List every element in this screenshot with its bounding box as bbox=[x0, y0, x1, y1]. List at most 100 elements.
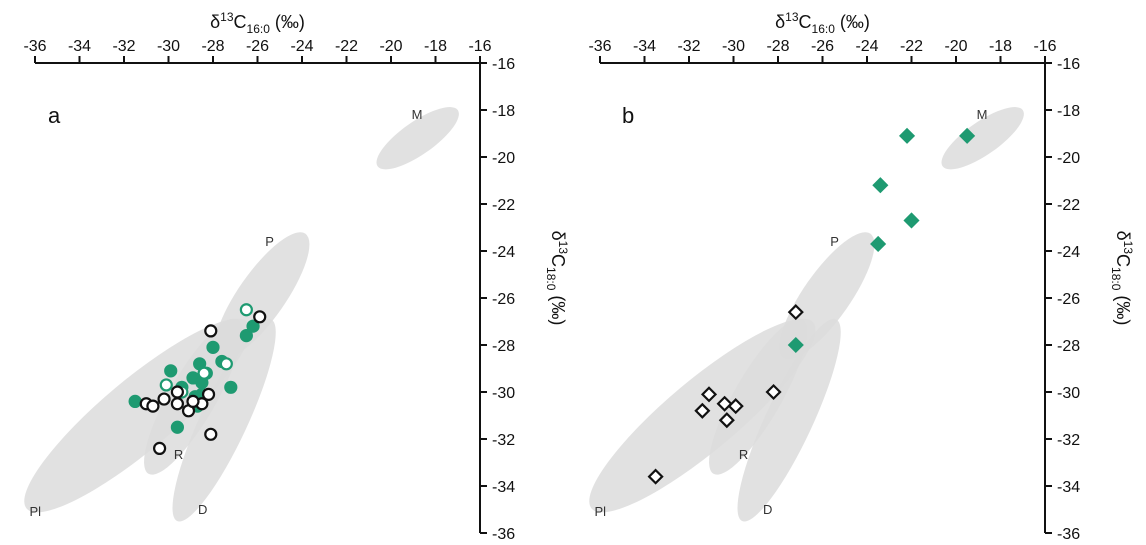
y-tick-label: -24 bbox=[1057, 244, 1080, 261]
point-s1-6 bbox=[718, 412, 735, 429]
point-s1-4 bbox=[727, 398, 744, 415]
point-s2-0 bbox=[253, 310, 267, 324]
point-s1-4 bbox=[197, 366, 211, 380]
point-s1-3 bbox=[716, 395, 733, 412]
y-tick-label: -16 bbox=[1057, 56, 1080, 73]
point-s2-6 bbox=[146, 399, 160, 413]
point-s1-3 bbox=[159, 378, 173, 392]
region-label-m: M bbox=[977, 107, 988, 122]
y-tick-label: -18 bbox=[492, 103, 515, 120]
point-s1-5 bbox=[694, 402, 711, 419]
point-s2-12 bbox=[186, 394, 200, 408]
region-label-pl: Pl bbox=[595, 504, 607, 519]
region-m bbox=[941, 107, 1024, 170]
x-tick-label: -34 bbox=[68, 38, 91, 55]
x-tick-label: -20 bbox=[944, 38, 967, 55]
point-s0-14 bbox=[170, 420, 184, 434]
point-s0-3 bbox=[903, 212, 920, 229]
y-tick-label: -28 bbox=[492, 338, 515, 355]
y-tick-label: -32 bbox=[492, 432, 515, 449]
point-s0-11 bbox=[224, 380, 238, 394]
region-pl bbox=[24, 318, 251, 513]
point-s1-0 bbox=[787, 304, 804, 321]
panel-letter: a bbox=[48, 103, 61, 128]
point-s0-0 bbox=[128, 394, 142, 408]
point-s0-5 bbox=[787, 336, 804, 354]
y-tick-label: -26 bbox=[1057, 291, 1080, 308]
point-s2-1 bbox=[204, 324, 218, 338]
point-s2-2 bbox=[204, 427, 218, 441]
y-axis-title: δ13C18:0 (‰) bbox=[544, 231, 570, 326]
y-tick-label: -22 bbox=[1057, 197, 1080, 214]
region-label-d: D bbox=[763, 502, 772, 517]
y-tick-label: -34 bbox=[1057, 479, 1080, 496]
region-label-p: P bbox=[830, 234, 839, 249]
point-s0-4 bbox=[870, 235, 887, 253]
y-tick-label: -30 bbox=[1057, 385, 1080, 402]
x-tick-label: -24 bbox=[290, 38, 313, 55]
x-tick-label: -22 bbox=[335, 38, 358, 55]
y-tick-label: -18 bbox=[1057, 103, 1080, 120]
x-tick-label: -34 bbox=[633, 38, 656, 55]
region-label-d: D bbox=[198, 502, 207, 517]
y-tick-label: -26 bbox=[492, 291, 515, 308]
y-tick-label: -36 bbox=[492, 526, 515, 543]
x-tick-label: -32 bbox=[677, 38, 700, 55]
region-label-r: R bbox=[174, 447, 183, 462]
y-axis-title: δ13C18:0 (‰) bbox=[1109, 231, 1135, 326]
x-tick-label: -18 bbox=[424, 38, 447, 55]
region-d bbox=[172, 318, 276, 522]
x-tick-label: -20 bbox=[379, 38, 402, 55]
region-label-pl: Pl bbox=[30, 504, 42, 519]
x-tick-label: -22 bbox=[900, 38, 923, 55]
point-s1-2 bbox=[700, 386, 718, 403]
region-label-m: M bbox=[412, 107, 423, 122]
point-s0-12 bbox=[239, 329, 253, 343]
x-tick-label: -26 bbox=[246, 38, 269, 55]
x-axis-title: δ13C16:0 (‰) bbox=[210, 10, 305, 36]
point-s0-1 bbox=[959, 127, 976, 144]
x-tick-label: -28 bbox=[201, 38, 224, 55]
y-tick-label: -20 bbox=[492, 150, 515, 167]
y-tick-label: -30 bbox=[492, 385, 515, 402]
y-tick-label: -34 bbox=[492, 479, 515, 496]
x-axis-title: δ13C16:0 (‰) bbox=[775, 10, 870, 36]
x-tick-label: -30 bbox=[157, 38, 180, 55]
point-s0-13 bbox=[246, 319, 260, 333]
point-s2-3 bbox=[153, 441, 167, 455]
point-s0-2 bbox=[872, 177, 889, 194]
y-tick-label: -16 bbox=[492, 56, 515, 73]
point-s2-8 bbox=[170, 385, 184, 399]
region-m bbox=[376, 107, 459, 170]
panel-letter: b bbox=[622, 103, 634, 128]
y-tick-label: -24 bbox=[492, 244, 515, 261]
y-tick-label: -32 bbox=[1057, 432, 1080, 449]
point-s1-1 bbox=[219, 357, 233, 371]
y-tick-label: -20 bbox=[1057, 150, 1080, 167]
point-s1-0 bbox=[239, 303, 253, 317]
point-s2-11 bbox=[201, 387, 216, 401]
x-tick-label: -36 bbox=[23, 38, 46, 55]
x-tick-label: -16 bbox=[468, 38, 491, 55]
point-s0-9 bbox=[206, 340, 220, 354]
x-tick-label: -32 bbox=[112, 38, 135, 55]
point-s0-0 bbox=[898, 127, 916, 144]
point-s0-1 bbox=[164, 364, 178, 378]
x-tick-label: -30 bbox=[722, 38, 745, 55]
y-tick-label: -28 bbox=[1057, 338, 1080, 355]
y-tick-label: -22 bbox=[492, 197, 515, 214]
x-tick-label: -16 bbox=[1033, 38, 1056, 55]
point-s2-4 bbox=[157, 392, 171, 406]
region-d bbox=[737, 318, 841, 522]
x-tick-label: -28 bbox=[766, 38, 789, 55]
x-tick-label: -18 bbox=[989, 38, 1012, 55]
x-tick-label: -24 bbox=[855, 38, 878, 55]
x-tick-label: -26 bbox=[811, 38, 834, 55]
point-s2-7 bbox=[170, 397, 184, 411]
y-tick-label: -36 bbox=[1057, 526, 1080, 543]
x-tick-label: -36 bbox=[588, 38, 611, 55]
point-s1-1 bbox=[765, 383, 782, 401]
